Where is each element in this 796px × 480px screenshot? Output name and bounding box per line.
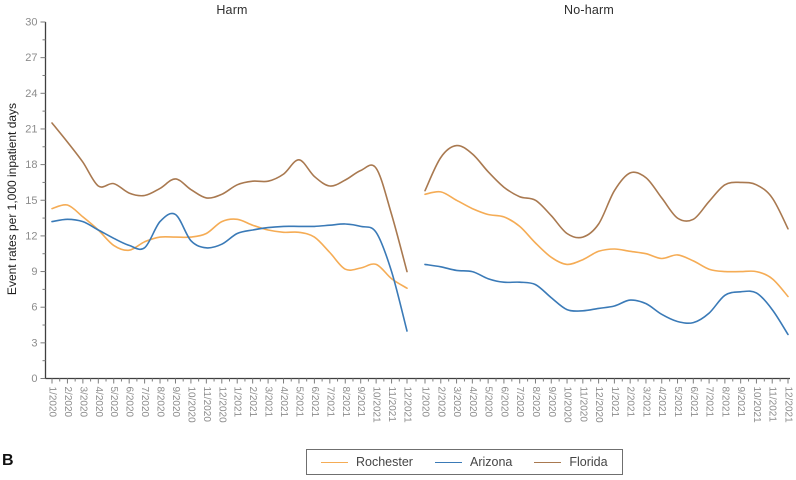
x-tick-label: 7/2020 [514,387,525,418]
series-line-arizona-harm [51,212,408,332]
x-tick-label: 5/2021 [672,387,683,418]
x-tick-label: 12/2021 [402,387,413,424]
x-tick-label: 1/2021 [232,387,243,418]
legend-item-arizona: Arizona [434,455,513,469]
x-tick-label: 3/2021 [640,387,651,418]
series-line-florida-harm [51,122,408,273]
legend-line-swatch [321,461,348,463]
legend-item-rochester: Rochester [321,455,413,469]
x-tick-label: 8/2020 [155,387,166,418]
x-tick-label: 3/2021 [263,387,274,418]
x-tick-label: 8/2020 [530,387,541,418]
x-tick-label: 2/2020 [435,387,446,418]
x-tick-label: 2/2021 [247,387,258,418]
series-line-arizona-noharm [424,263,789,336]
series-line-rochester-harm [51,203,408,289]
x-tick-label: 4/2021 [656,387,667,418]
x-tick-label: 1/2020 [420,387,431,418]
x-tick-label: 8/2021 [719,387,730,418]
x-tick-label: 12/2020 [216,387,227,424]
panel-title-noharm: No-harm [563,3,615,17]
x-tick-label: 9/2020 [546,387,557,418]
x-tick-label: 6/2021 [309,387,320,418]
x-tick-label: 8/2021 [340,387,351,418]
x-tick-label: 2/2021 [625,387,636,418]
y-tick-label: 6 [31,302,37,314]
legend-line-swatch [534,461,562,463]
x-tick-label: 1/2020 [47,387,58,418]
x-tick-label: 11/2021 [767,387,778,423]
legend-label: Rochester [356,455,413,469]
x-tick-label: 10/2021 [371,387,382,424]
x-tick-label: 6/2020 [498,387,509,418]
figure-label: B [2,452,14,469]
y-tick-label: 15 [25,195,37,207]
x-tick-label: 11/2020 [201,387,212,423]
legend: Rochester Arizona Florida [306,449,623,475]
x-tick-label: 1/2021 [609,387,620,418]
legend-line-swatch [434,461,462,463]
x-tick-label: 5/2020 [483,387,494,418]
x-tick-label: 12/2021 [783,387,794,424]
x-tick-label: 3/2020 [451,387,462,418]
x-tick-label: 7/2021 [704,387,715,418]
panel-title-harm: Harm [216,3,248,17]
x-tick-label: 5/2021 [293,387,304,418]
y-tick-label: 21 [25,123,37,135]
legend-item-florida: Florida [534,455,608,469]
x-tick-label: 5/2020 [108,387,119,418]
y-tick-label: 9 [31,266,37,278]
x-tick-label: 6/2021 [688,387,699,418]
x-tick-label: 4/2020 [467,387,478,418]
y-tick-label: 0 [31,373,37,385]
y-tick-label: 27 [25,52,37,64]
x-tick-label: 6/2020 [124,387,135,418]
x-tick-label: 10/2021 [751,387,762,424]
x-tick-label: 3/2020 [77,387,88,418]
x-tick-label: 2/2020 [62,387,73,418]
x-tick-label: 9/2021 [735,387,746,418]
y-tick-label: 24 [25,88,37,100]
x-tick-label: 4/2020 [93,387,104,418]
y-tick-label: 18 [25,159,37,171]
series-line-rochester-noharm [424,190,789,298]
legend-label: Arizona [469,455,513,469]
y-tick-label: 30 [25,17,37,29]
x-tick-label: 11/2020 [577,387,588,423]
x-tick-label: 9/2020 [170,387,181,418]
series-line-florida-noharm [424,144,789,239]
y-axis-label: Event rates per 1,000 inpatient days [5,102,19,296]
y-tick-label: 3 [31,337,37,349]
x-tick-label: 12/2020 [593,387,604,424]
x-tick-label: 7/2021 [324,387,335,418]
x-tick-label: 10/2020 [562,387,573,424]
y-tick-label: 12 [25,230,37,242]
x-tick-label: 4/2021 [278,387,289,418]
x-tick-label: 11/2021 [386,387,397,423]
x-tick-label: 7/2020 [139,387,150,418]
x-tick-label: 10/2020 [185,387,196,424]
legend-label: Florida [569,455,608,469]
x-tick-label: 9/2021 [355,387,366,418]
